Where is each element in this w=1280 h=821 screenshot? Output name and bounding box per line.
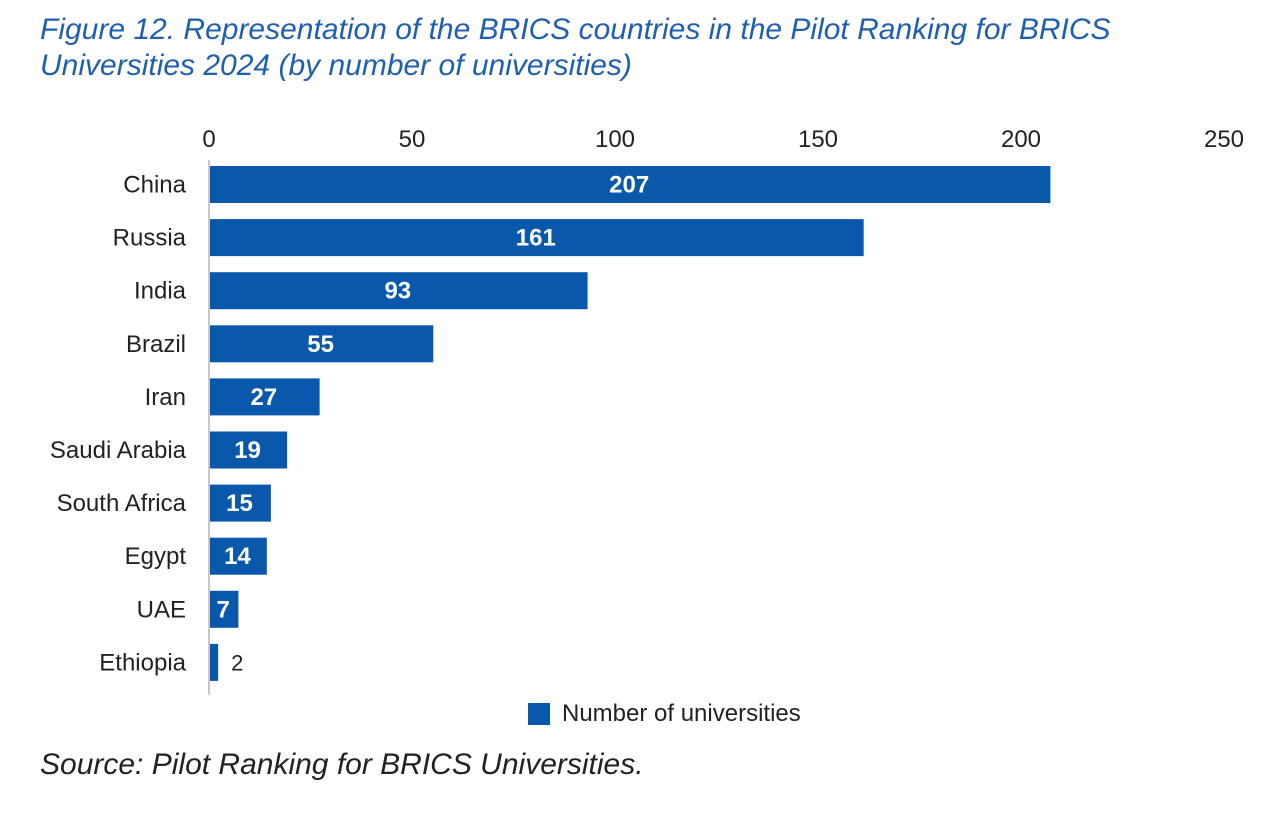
data-label: 14 (224, 543, 251, 570)
category-label: Saudi Arabia (50, 437, 187, 464)
category-label: Egypt (125, 543, 187, 570)
data-label: 15 (226, 490, 253, 517)
bar (210, 219, 864, 257)
x-tick-label: 250 (1204, 126, 1244, 153)
category-label: China (123, 172, 186, 199)
bar (210, 537, 267, 575)
category-label: UAE (137, 596, 186, 623)
bar (210, 484, 271, 522)
legend-label: Number of universities (562, 700, 801, 727)
source-note: Source: Pilot Ranking for BRICS Universi… (40, 748, 644, 781)
data-label: 161 (516, 225, 556, 252)
data-label: 207 (609, 172, 649, 199)
bar-chart: 0 50 100 150 200 250 China 207 Russia 161 India 93 B… (50, 126, 1244, 695)
category-label: South Africa (57, 490, 187, 517)
category-label: Iran (145, 384, 186, 411)
data-label: 27 (250, 384, 277, 411)
data-label: 7 (217, 596, 230, 623)
category-label: India (134, 278, 187, 305)
bar (210, 590, 239, 628)
x-tick-label: 100 (595, 126, 635, 153)
bar (210, 166, 1051, 203)
category-label: Russia (113, 225, 187, 252)
bar (210, 325, 434, 363)
bar (210, 643, 219, 681)
chart-legend: Number of universities (528, 700, 801, 728)
x-tick-label: 200 (1001, 126, 1041, 153)
x-tick-label: 0 (202, 126, 215, 153)
category-label: Ethiopia (99, 649, 186, 676)
bar (210, 378, 320, 416)
data-label: 55 (307, 331, 334, 358)
data-label: 19 (234, 437, 261, 464)
data-label: 2 (231, 650, 243, 675)
category-label: Brazil (126, 331, 186, 358)
legend-swatch (528, 703, 550, 725)
figure-title: Figure 12. Representation of the BRICS c… (40, 13, 1111, 82)
x-tick-label: 50 (399, 126, 426, 153)
data-label: 93 (384, 278, 411, 305)
bar (210, 272, 588, 310)
bar (210, 431, 288, 469)
x-tick-label: 150 (798, 126, 838, 153)
